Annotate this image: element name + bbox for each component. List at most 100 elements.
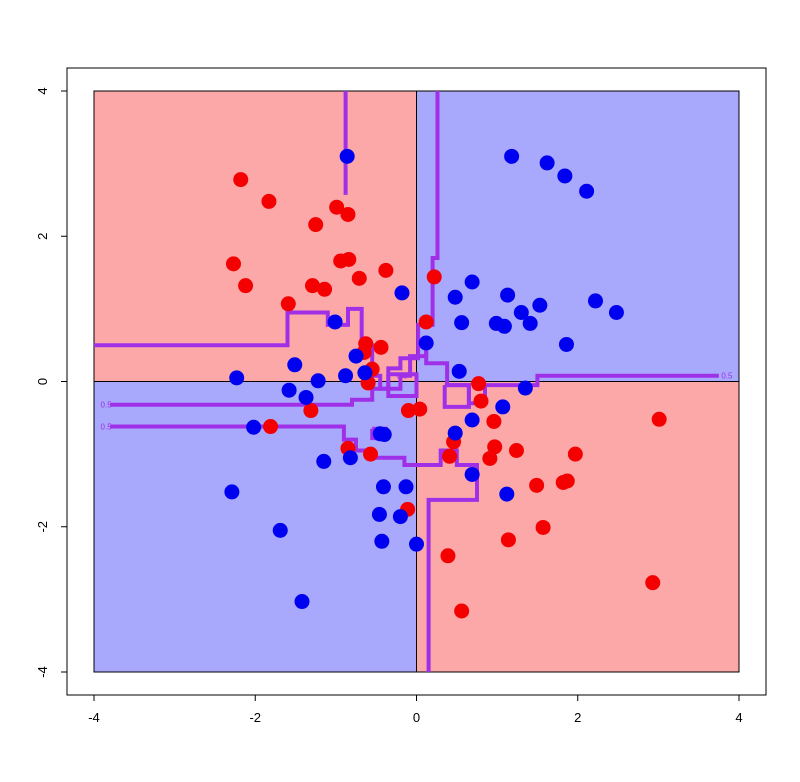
- blue-point: [539, 155, 555, 171]
- red-point: [487, 439, 503, 455]
- blue-point: [496, 318, 512, 334]
- red-point: [351, 270, 367, 286]
- blue-point: [464, 274, 480, 290]
- contour-level-label: 0.5: [101, 423, 113, 432]
- red-point: [535, 519, 551, 535]
- red-point: [280, 296, 296, 312]
- blue-point: [495, 399, 511, 415]
- blue-point: [418, 335, 434, 351]
- blue-point: [579, 183, 595, 199]
- blue-point: [298, 389, 314, 405]
- blue-point: [394, 285, 410, 301]
- red-point: [373, 339, 389, 355]
- blue-point: [398, 479, 414, 495]
- blue-point: [372, 426, 388, 442]
- red-point: [500, 532, 516, 548]
- red-point: [651, 411, 667, 427]
- red-point: [418, 314, 434, 330]
- data-points: [224, 148, 667, 619]
- x-tick-label: -4: [88, 710, 100, 725]
- red-point: [317, 281, 333, 297]
- blue-point: [375, 479, 391, 495]
- blue-point: [294, 594, 310, 610]
- blue-point: [500, 287, 516, 303]
- red-point: [225, 256, 241, 272]
- blue-point: [342, 450, 358, 466]
- y-tick-label: 0: [35, 378, 50, 385]
- blue-point: [517, 380, 533, 396]
- red-point: [400, 403, 416, 419]
- contour-line-5: [386, 372, 419, 398]
- red-point: [567, 446, 583, 462]
- red-point: [341, 251, 357, 267]
- blue-point: [281, 382, 297, 398]
- blue-point: [229, 370, 245, 386]
- blue-point: [451, 363, 467, 379]
- x-tick-label: 4: [735, 710, 742, 725]
- red-point: [329, 199, 345, 215]
- blue-point: [499, 486, 515, 502]
- red-point: [440, 548, 456, 564]
- contour-line-8: [424, 348, 719, 406]
- red-point: [508, 442, 524, 458]
- contour-level-label: 0.5: [721, 372, 733, 381]
- y-tick-label: 4: [35, 87, 50, 94]
- blue-point: [587, 293, 603, 309]
- red-point: [233, 172, 249, 188]
- blue-point: [338, 368, 354, 384]
- blue-point: [557, 168, 573, 184]
- blue-point: [246, 419, 262, 435]
- blue-point: [348, 348, 364, 364]
- region-bottom-right: [416, 381, 740, 673]
- red-point: [238, 278, 254, 294]
- blue-point: [464, 412, 480, 428]
- red-point: [442, 448, 458, 464]
- red-point: [471, 376, 487, 392]
- blue-point: [504, 148, 520, 164]
- blue-point: [316, 453, 332, 469]
- red-point: [412, 401, 428, 417]
- red-point: [486, 413, 502, 429]
- blue-point: [339, 148, 355, 164]
- blue-point: [272, 522, 288, 538]
- red-point: [308, 217, 324, 233]
- blue-point: [357, 365, 373, 381]
- x-tick-label: -2: [249, 710, 261, 725]
- blue-point: [287, 357, 303, 373]
- blue-point: [522, 315, 538, 331]
- red-point: [303, 403, 319, 419]
- red-point: [473, 393, 489, 409]
- region-top-right: [416, 90, 740, 382]
- y-tick-label: 2: [35, 233, 50, 240]
- red-point: [426, 269, 442, 285]
- red-point: [559, 473, 575, 489]
- red-point: [454, 603, 470, 619]
- blue-point: [447, 289, 463, 305]
- blue-point: [327, 314, 343, 330]
- red-point: [378, 262, 394, 278]
- blue-point: [224, 484, 240, 500]
- red-point: [261, 193, 277, 209]
- y-tick-label: -4: [35, 666, 50, 678]
- blue-point: [454, 315, 470, 331]
- x-tick-label: 2: [574, 710, 581, 725]
- blue-point: [374, 533, 390, 549]
- blue-point: [409, 536, 424, 552]
- red-point: [645, 575, 661, 591]
- red-point: [304, 278, 320, 294]
- contour-level-label: 0.5: [101, 401, 113, 410]
- contour-level-label: 0.5: [396, 372, 408, 381]
- x-tick-label: 0: [413, 710, 420, 725]
- red-point: [263, 419, 279, 435]
- blue-point: [608, 305, 624, 321]
- blue-point: [558, 336, 574, 352]
- blue-point: [371, 506, 387, 522]
- y-tick-label: -2: [35, 521, 50, 533]
- red-point: [363, 446, 379, 462]
- red-point: [482, 450, 498, 466]
- blue-point: [447, 425, 463, 441]
- red-point: [340, 206, 356, 222]
- blue-point: [464, 466, 480, 482]
- blue-point: [310, 373, 326, 389]
